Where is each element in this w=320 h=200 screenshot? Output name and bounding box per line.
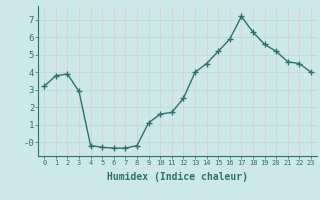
X-axis label: Humidex (Indice chaleur): Humidex (Indice chaleur) [107,172,248,182]
